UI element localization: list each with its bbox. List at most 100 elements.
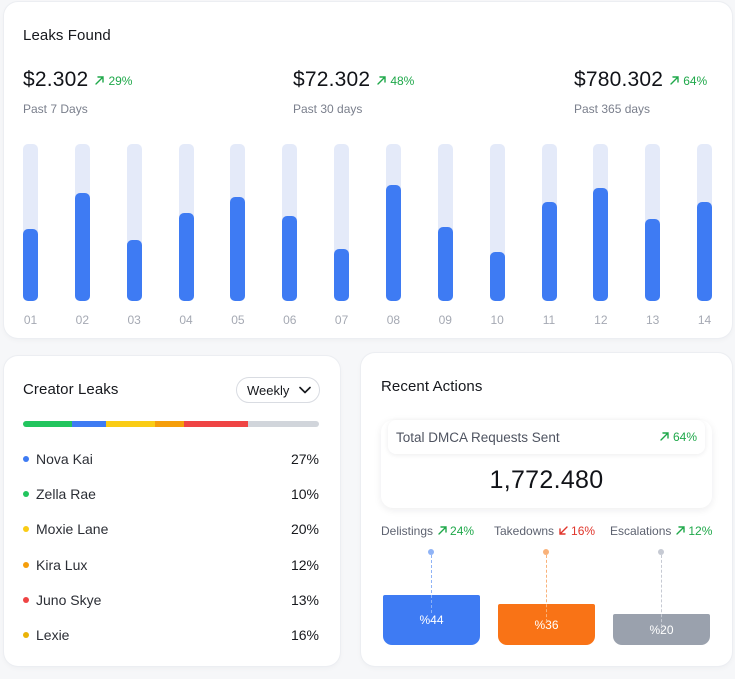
period-dropdown-label: Weekly	[247, 382, 290, 398]
creator-row[interactable]: Kira Lux 12%	[23, 555, 319, 575]
leaks-found-title: Leaks Found	[23, 27, 111, 44]
bar-track	[23, 144, 38, 301]
stat-label: Past 30 days	[293, 102, 363, 116]
creator-percentage: 20%	[290, 521, 319, 538]
distribution-segment	[154, 421, 185, 427]
legend-dot-icon	[23, 491, 29, 498]
dmca-label: Total DMCA Requests Sent	[396, 429, 560, 445]
x-tick-label: 03	[127, 313, 141, 327]
bar-fill[interactable]	[282, 216, 298, 301]
bar-track	[593, 144, 609, 301]
stat-value: $780.302	[574, 68, 664, 91]
period-dropdown[interactable]: Weekly	[236, 377, 320, 403]
arrow-up-right-icon	[377, 76, 387, 85]
stat-change-value: 48%	[390, 74, 415, 88]
bar-fill[interactable]	[230, 197, 246, 301]
marker-line	[431, 555, 432, 614]
x-tick-label: 11	[542, 313, 556, 327]
x-tick-label: 10	[490, 313, 504, 327]
creator-leaks-card: Creator Leaks Weekly Nova Kai 27% Zella Ra…	[4, 356, 340, 666]
creator-row[interactable]: Zella Rae 10%	[23, 484, 319, 504]
marker-line	[546, 555, 547, 623]
creator-percentage: 16%	[290, 627, 319, 643]
marker-dot-icon	[658, 549, 664, 555]
creator-percentage: 13%	[290, 591, 319, 608]
creator-name: Juno Skye	[36, 591, 102, 608]
stat-change: 29%	[94, 74, 132, 88]
action-change: 12%	[688, 524, 713, 538]
creator-percentage: 12%	[290, 556, 319, 573]
x-tick-label: 09	[438, 313, 452, 327]
legend-dot-icon	[23, 456, 29, 462]
x-tick-label: 01	[23, 313, 38, 327]
action-bar-value: %44	[419, 613, 444, 628]
bar-track	[697, 144, 713, 301]
marker-dot-icon	[428, 549, 434, 555]
distribution-segment	[184, 421, 248, 427]
creator-row[interactable]: Juno Skye 13%	[23, 590, 319, 610]
x-tick-label: 08	[386, 313, 401, 327]
creator-row[interactable]: Nova Kai 27%	[23, 449, 319, 469]
bar-fill[interactable]	[334, 249, 350, 301]
bar-track	[230, 144, 246, 301]
arrow-down-left-icon	[559, 526, 568, 535]
creator-row[interactable]: Moxie Lane 20%	[23, 519, 319, 539]
creator-row[interactable]: Lexie 16%	[23, 625, 319, 645]
bar-fill[interactable]	[178, 213, 194, 301]
creator-distribution-bar	[23, 421, 319, 427]
bar-fill[interactable]	[541, 202, 557, 301]
creator-percentage: 10%	[290, 486, 319, 503]
bar-track	[178, 144, 194, 301]
action-label: Takedowns 16%	[494, 524, 595, 538]
stat-change-value: 64%	[683, 74, 708, 88]
action-label: Escalations 12%	[610, 524, 712, 538]
bar-fill[interactable]	[74, 192, 90, 301]
bar-fill[interactable]	[437, 227, 453, 301]
bar-track	[489, 144, 505, 301]
x-tick-label: 07	[334, 313, 349, 327]
stat-label: Past 7 Days	[23, 102, 88, 116]
stat-change: 64%	[669, 74, 707, 88]
stat-past-30-days: $72.302 48% Past 30 days	[293, 68, 414, 116]
action-name: Takedowns	[494, 524, 555, 538]
legend-dot-icon	[23, 596, 29, 603]
creator-name: Kira Lux	[36, 556, 88, 573]
bar-fill[interactable]	[489, 252, 505, 301]
creator-name: Nova Kai	[36, 451, 93, 467]
bar-track	[385, 144, 401, 301]
action-change: 16%	[571, 524, 596, 538]
x-tick-label: 12	[594, 313, 608, 327]
x-tick-label: 02	[75, 313, 90, 327]
dmca-change: 64%	[659, 430, 697, 444]
stat-value: $72.302	[293, 68, 371, 91]
bar-fill[interactable]	[23, 228, 38, 301]
x-tick-label: 06	[283, 313, 297, 327]
bar-fill[interactable]	[645, 219, 661, 301]
legend-dot-icon	[23, 632, 29, 638]
bar-track	[74, 144, 90, 301]
dmca-summary: Total DMCA Requests Sent 64% 1,772.480	[381, 420, 712, 508]
creator-percentage: 27%	[290, 451, 319, 467]
bar-track	[282, 144, 298, 301]
bar-fill[interactable]	[697, 202, 713, 301]
marker-line	[661, 555, 662, 633]
bar-fill[interactable]	[593, 187, 609, 301]
x-tick-label: 05	[231, 313, 245, 327]
dmca-change-value: 64%	[672, 430, 697, 444]
recent-actions-card: Recent Actions Total DMCA Requests Sent …	[361, 353, 732, 666]
bar-fill[interactable]	[126, 239, 142, 301]
distribution-segment	[105, 421, 155, 427]
action-label: Delistings 24%	[381, 524, 474, 538]
x-tick-label: 04	[179, 313, 193, 327]
bar-track	[437, 144, 453, 301]
leaks-found-card: Leaks Found $2.302 29% Past 7 Days $72.30…	[4, 2, 732, 338]
legend-dot-icon	[23, 526, 29, 533]
bar-fill[interactable]	[385, 184, 401, 301]
dmca-total-value: 1,772.480	[489, 466, 604, 494]
marker-dot-icon	[543, 549, 549, 555]
creator-name: Zella Rae	[36, 486, 96, 503]
stat-change-value: 29%	[108, 74, 133, 88]
stat-value: $2.302	[23, 68, 89, 91]
dmca-header: Total DMCA Requests Sent 64%	[388, 420, 705, 454]
bar-track	[334, 144, 350, 301]
